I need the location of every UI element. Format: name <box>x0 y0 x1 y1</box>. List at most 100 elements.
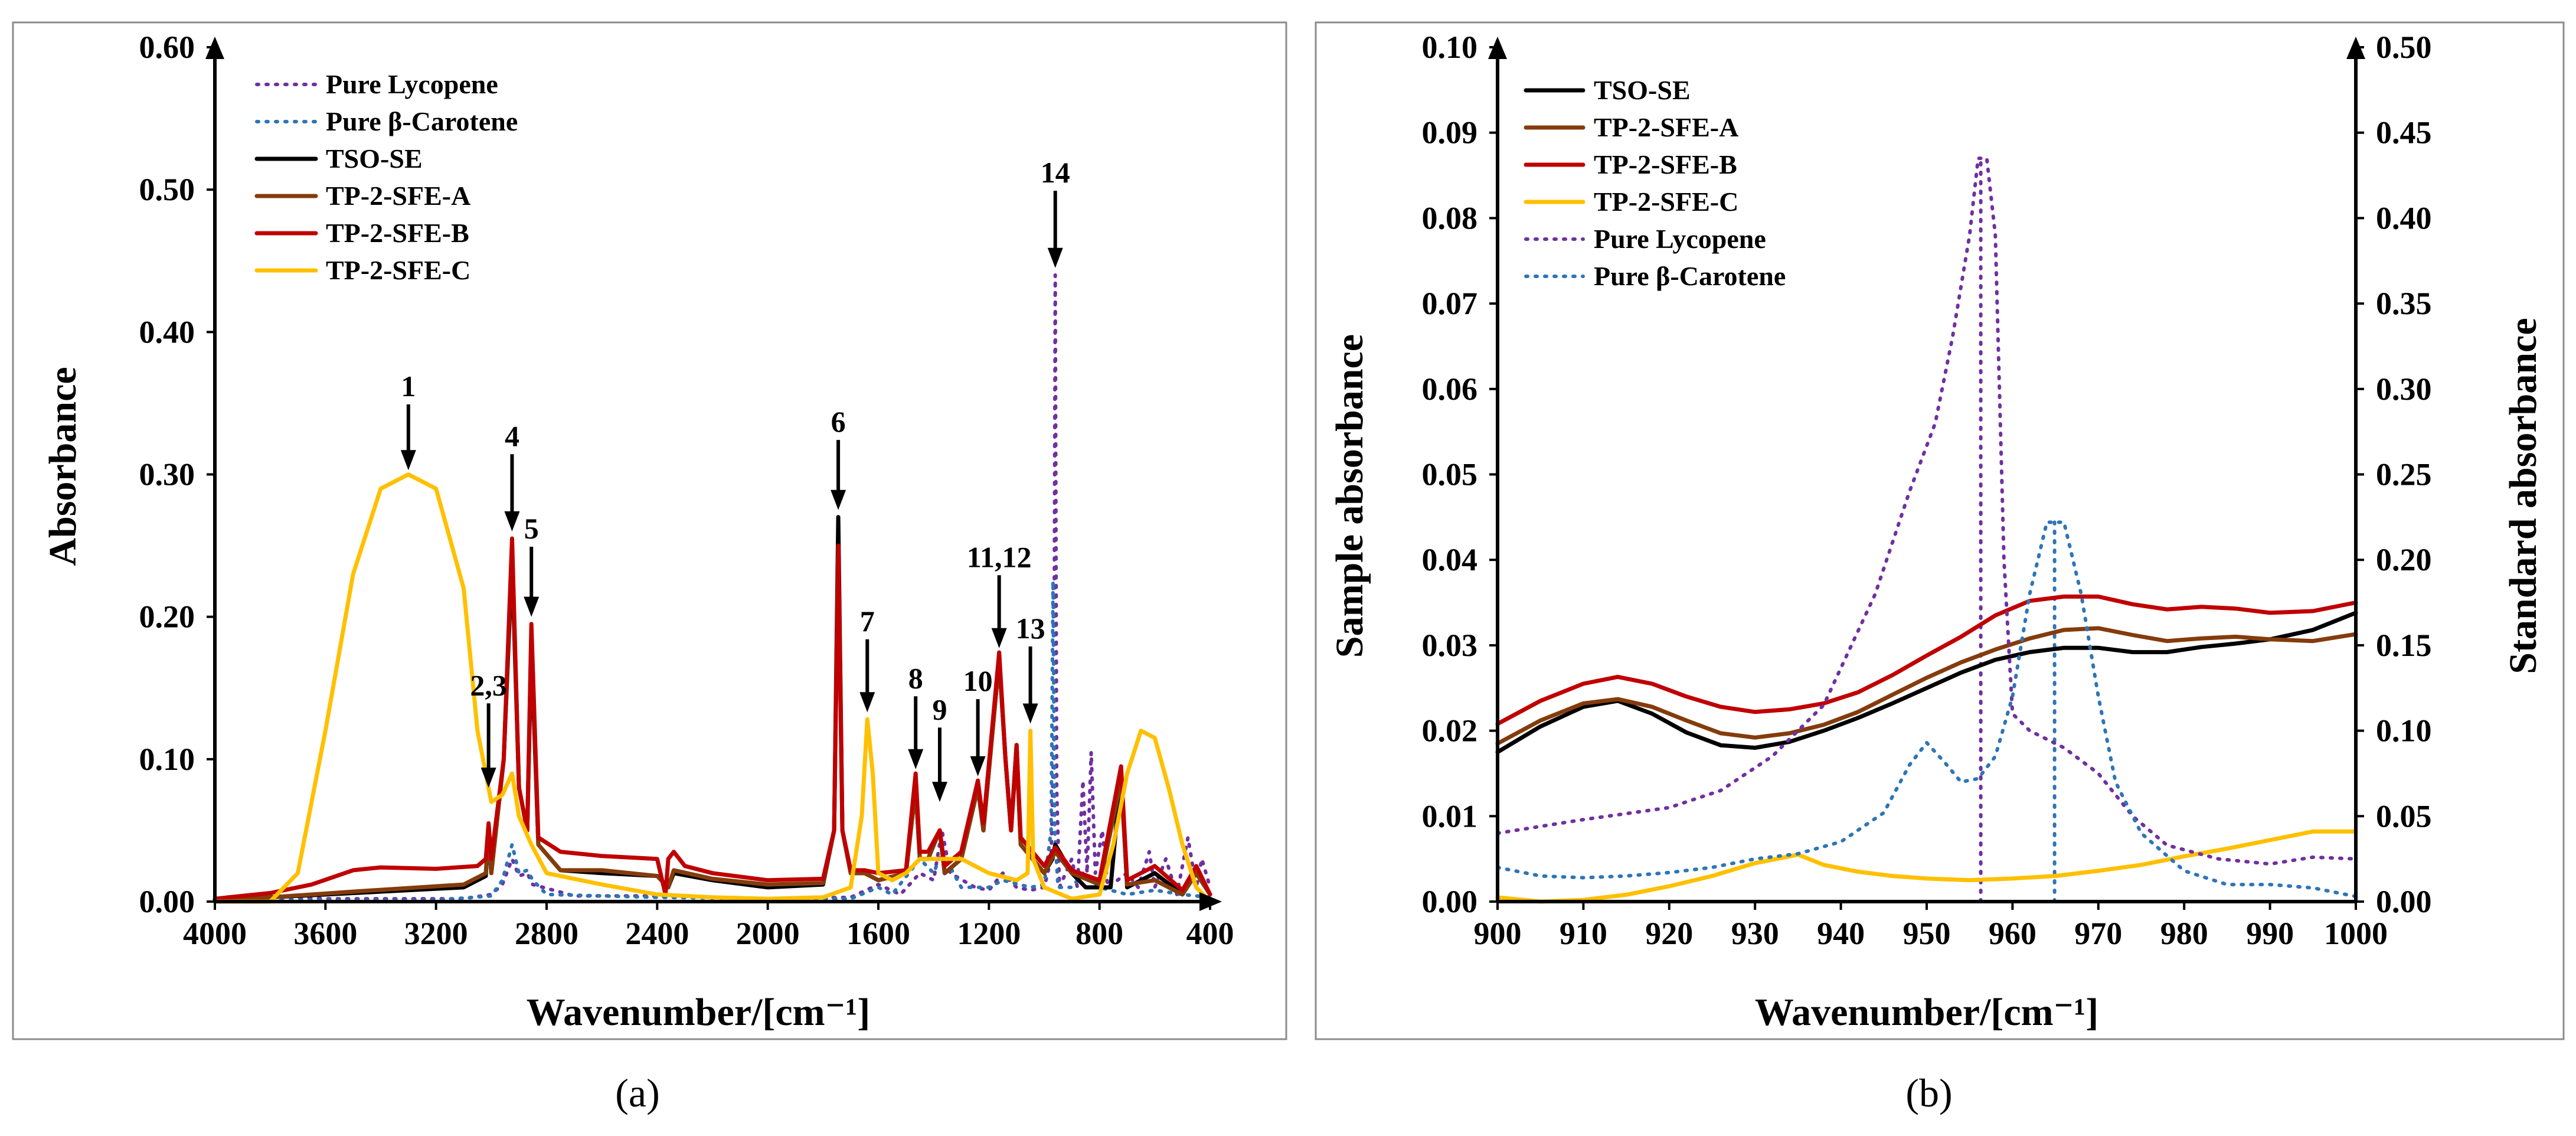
panel-a-series-tp-2-sfe-c <box>213 472 1212 904</box>
panel-b-y-tick-label: 0.09 <box>1422 115 1478 151</box>
panel-b-y2-tick-label: 0.25 <box>2376 457 2432 492</box>
panel-a-x-axis-title: Wavenumber/[cm⁻¹] <box>527 991 871 1034</box>
panel-b-series-tp-2-sfe-a <box>1495 626 2358 746</box>
panel-a-legend: Pure Lycopene Pure β-Carotene TSO-SE TP-2-S… <box>254 69 518 285</box>
panel-a-x-tick-label: 1200 <box>957 916 1021 951</box>
panel-b-y-tick-label: 0.04 <box>1422 542 1478 577</box>
panel-b-y2-tick-label: 0.15 <box>2376 628 2432 663</box>
peak-annotation-9: 9 <box>931 693 947 802</box>
panel-a-x-tick-label: 2000 <box>736 916 800 951</box>
panel-b-y-tick-label: 0.08 <box>1422 200 1478 236</box>
peak-annotation-8: 8 <box>908 661 924 769</box>
peak-label: 8 <box>908 661 923 694</box>
panel-a-y-tick-label: 0.00 <box>139 884 195 919</box>
peak-annotation-6: 6 <box>831 405 846 510</box>
panel-b-y-tick-label: 0.02 <box>1422 713 1478 749</box>
panel-b-ticks: 900 910 920 930 940 950 960 970 980 990 10000.000.… <box>1422 30 2432 951</box>
panel-b-y-tick-label: 0.07 <box>1422 286 1478 321</box>
panel-b-left-y-axis-title: Sample absorbance <box>1328 334 1371 658</box>
peak-annotation-7: 7 <box>859 605 875 713</box>
panel-b-y-tick-label: 0.10 <box>1422 30 1478 65</box>
legend-entry-tp-2-sfe-c: TP-2-SFE-C <box>254 255 470 285</box>
legend-entry-pure-carotene: Pure β-Carotene <box>255 106 518 136</box>
panel-b-series-group <box>1495 156 2358 904</box>
panel-b-x-tick-label: 970 <box>2074 916 2122 951</box>
panel-a-x-tick-label: 2400 <box>625 916 689 951</box>
panel-a-annotations: 1 2,3 4 5 6 789 10 11,12 13 14 <box>400 156 1070 802</box>
peak-arrow-head <box>480 768 496 788</box>
panel-b-legend: TSO-SE TP-2-SFE-A TP-2-SFE-B TP-2-SFE-C Pure… <box>1524 75 1786 291</box>
panel-b-y2-tick-label: 0.50 <box>2376 30 2432 65</box>
panel-a-series-tp-2-sfe-b <box>213 536 1212 901</box>
panel-b-series-tso-se <box>1495 611 2358 755</box>
peak-annotation-2-3: 2,3 <box>470 668 507 788</box>
panel-b-x-tick-label: 950 <box>1903 916 1951 951</box>
panel-a-x-tick-label: 3600 <box>293 916 357 951</box>
legend-label: TSO-SE <box>326 143 423 174</box>
legend-label: TP-2-SFE-C <box>1594 187 1738 217</box>
panel-b-y2-tick-label: 0.05 <box>2376 798 2432 834</box>
panel-b-series-pure-carotene <box>1496 520 2358 899</box>
peak-label: 2,3 <box>470 668 507 701</box>
panel-b-y2-tick-label: 0.40 <box>2376 200 2432 236</box>
legend-entry-tp-2-sfe-b: TP-2-SFE-B <box>1524 149 1737 179</box>
panel-a-x-tick-label: 4000 <box>183 916 247 951</box>
legend-label: TP-2-SFE-C <box>326 255 470 285</box>
legend-entry-tso-se: TSO-SE <box>1524 75 1691 105</box>
legend-label: TP-2-SFE-A <box>1594 112 1738 142</box>
panel-b-y2-tick-label: 0.35 <box>2376 286 2432 321</box>
panel-b-x-tick-label: 930 <box>1731 916 1779 951</box>
peak-arrow-head <box>1047 247 1063 268</box>
peak-arrow-head <box>991 628 1007 648</box>
peak-arrow-head <box>970 756 986 776</box>
panel-a-series-pure-lycopene <box>213 273 1212 902</box>
legend-label: TP-2-SFE-B <box>326 218 469 248</box>
panel-b-right-y-axis-title: Standard absorbance <box>2502 318 2545 674</box>
panel-a-x-tick-label: 3200 <box>404 916 468 951</box>
peak-label: 14 <box>1041 156 1070 189</box>
panel-b-caption: (b) <box>1905 1070 1952 1115</box>
panel-b-y2-tick-label: 0.10 <box>2376 713 2432 749</box>
peak-label: 1 <box>401 370 416 403</box>
legend-label: TP-2-SFE-A <box>326 181 470 211</box>
panel-a-y-tick-label: 0.20 <box>139 599 195 635</box>
peak-annotation-11-12: 11,12 <box>967 540 1032 648</box>
panel-a-caption: (a) <box>615 1070 659 1115</box>
legend-entry-pure-lycopene: Pure Lycopene <box>255 69 498 99</box>
legend-label: Pure β-Carotene <box>326 106 518 136</box>
panel-b-y2-tick-label: 0.30 <box>2376 371 2432 407</box>
peak-annotation-1: 1 <box>400 370 416 471</box>
panel-b-x-tick-label: 910 <box>1560 916 1607 951</box>
peak-annotation-4: 4 <box>504 419 520 531</box>
legend-entry-tp-2-sfe-a: TP-2-SFE-A <box>254 181 470 211</box>
panel-b-x-tick-label: 900 <box>1474 916 1522 951</box>
panel-a-y-tick-label: 0.40 <box>139 314 195 350</box>
peak-annotation-5: 5 <box>524 512 540 617</box>
peak-label: 10 <box>963 664 993 697</box>
panel-b-y-tick-label: 0.06 <box>1422 371 1478 407</box>
peak-arrow-head <box>504 511 520 531</box>
panel-b-series-tp-2-sfe-b <box>1495 594 2358 726</box>
panel-a-x-tick-label: 800 <box>1075 916 1123 951</box>
panel-b-y2-tick-label: 0.00 <box>2376 884 2432 919</box>
peak-label: 5 <box>524 512 539 545</box>
panel-a-y-tick-label: 0.50 <box>139 172 195 207</box>
panel-b-y-tick-label: 0.03 <box>1422 628 1478 663</box>
peak-arrow-head <box>1022 703 1038 724</box>
panel-b-x-tick-label: 960 <box>1989 916 2036 951</box>
peak-label: 6 <box>831 405 846 438</box>
peak-arrow-head <box>859 692 875 713</box>
panel-a-x-tick-label: 2800 <box>515 916 578 951</box>
peak-label: 7 <box>860 605 875 638</box>
peak-label: 4 <box>505 419 519 452</box>
panel-a-ticks: 4000 3600 3200 2800 2400 2000 1600 1200 800 400 0.… <box>139 30 1234 951</box>
peak-label: 9 <box>932 693 947 726</box>
peak-label: 13 <box>1016 612 1045 645</box>
peak-arrow-head <box>400 450 416 471</box>
peak-annotation-14: 14 <box>1041 156 1070 268</box>
peak-label: 11,12 <box>967 540 1032 573</box>
legend-entry-pure-lycopene: Pure Lycopene <box>1524 224 1766 254</box>
panel-a-y-tick-label: 0.10 <box>139 742 195 777</box>
legend-entry-tp-2-sfe-c: TP-2-SFE-C <box>1524 187 1738 217</box>
legend-label: TSO-SE <box>1594 75 1691 105</box>
